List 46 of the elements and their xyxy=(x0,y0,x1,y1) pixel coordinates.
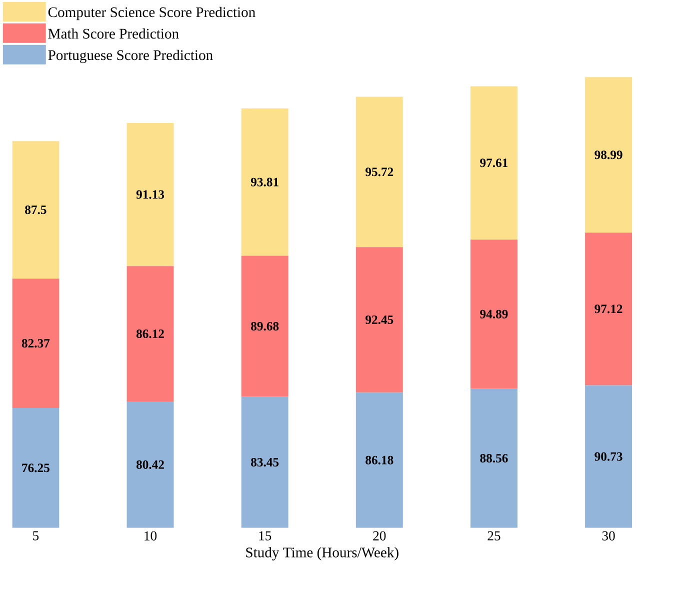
data-label: 90.73 xyxy=(594,452,622,461)
bar xyxy=(356,247,403,392)
data-label: 95.72 xyxy=(366,168,394,176)
data-label: 97.61 xyxy=(480,158,508,168)
x-tick-label: 25 xyxy=(488,531,500,540)
data-label: 83.45 xyxy=(251,458,279,466)
bar xyxy=(241,256,288,397)
bar xyxy=(356,392,403,528)
data-label: 97.12 xyxy=(594,304,622,314)
bar xyxy=(126,401,174,528)
legend-label: Computer Science Score Prediction xyxy=(48,6,256,20)
data-label: 98.99 xyxy=(594,150,622,160)
bar xyxy=(12,140,60,278)
bar xyxy=(356,96,403,247)
bar xyxy=(126,122,174,266)
x-tick-label: 10 xyxy=(144,531,157,540)
bar xyxy=(241,396,288,528)
data-label: 87.5 xyxy=(25,205,46,214)
x-tick-label: 15 xyxy=(259,531,272,540)
legend-label: Math Score Prediction xyxy=(48,28,179,38)
data-label: 80.42 xyxy=(136,460,164,469)
data-label: 86.18 xyxy=(366,456,394,464)
bar xyxy=(585,232,632,386)
bar xyxy=(12,408,60,528)
data-label: 92.45 xyxy=(366,315,394,324)
x-tick-label: 20 xyxy=(373,531,386,540)
data-label: 76.25 xyxy=(22,464,50,472)
data-label: 88.56 xyxy=(480,454,508,462)
data-label: 86.12 xyxy=(136,329,164,338)
bar xyxy=(470,388,518,528)
x-tick-label: 5 xyxy=(33,531,39,540)
data-label: 91.13 xyxy=(136,190,164,199)
bar xyxy=(126,266,174,402)
bar xyxy=(241,108,288,256)
legend-label: Portuguese Score Prediction xyxy=(48,50,213,63)
data-label: 94.89 xyxy=(480,310,508,318)
x-tick-label: 30 xyxy=(602,531,615,540)
data-label: 89.68 xyxy=(251,322,279,330)
bar xyxy=(470,86,518,240)
data-label: 93.81 xyxy=(250,178,278,186)
bar xyxy=(585,76,632,233)
x-axis-title: Study Time (Hours/Week) xyxy=(246,546,398,560)
bar xyxy=(12,278,60,408)
bar xyxy=(470,239,518,389)
data-label: 82.37 xyxy=(22,338,50,348)
bar xyxy=(585,385,632,528)
